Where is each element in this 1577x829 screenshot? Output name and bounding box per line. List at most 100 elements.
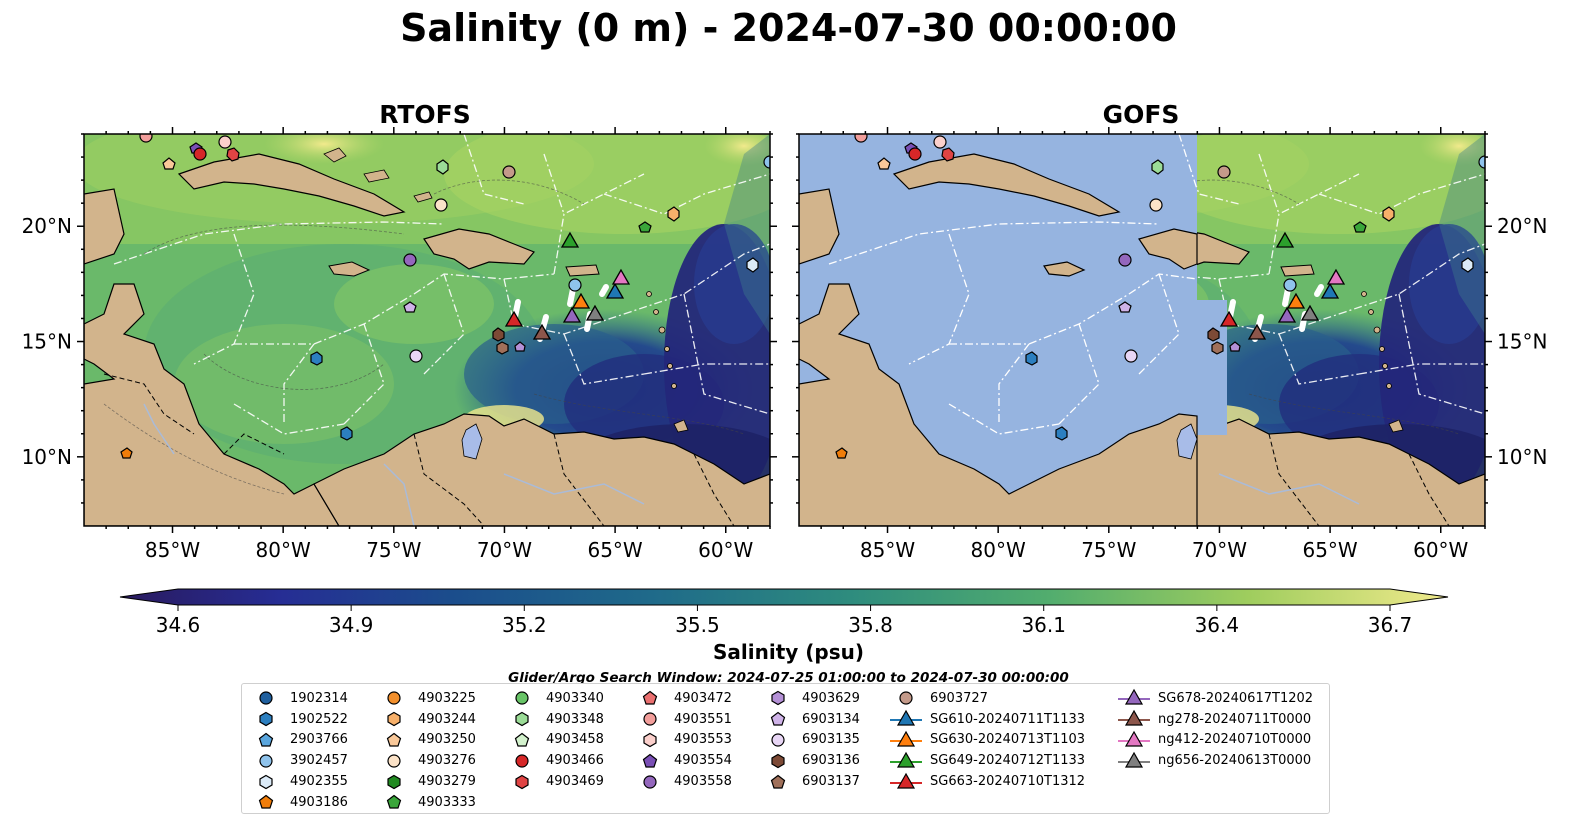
hexagon-marker-icon	[259, 711, 273, 727]
legend-item: 4903279	[376, 771, 476, 792]
lat-tick-label: 10°N	[1497, 445, 1547, 469]
hexagon-marker-icon	[515, 711, 529, 727]
glider-marker-icon	[1118, 751, 1150, 768]
search-window-text: Glider/Argo Search Window: 2024-07-25 01…	[508, 670, 1069, 686]
lon-tick-label: 80°W	[256, 538, 311, 562]
legend-label: 4903333	[418, 794, 476, 810]
legend-label: 6903136	[802, 753, 860, 769]
colorbar-tick-label: 34.9	[329, 613, 374, 637]
circle-marker-icon	[515, 691, 529, 705]
legend-label: 4903276	[418, 753, 476, 769]
legend-label: 4903225	[418, 690, 476, 706]
legend-item: 4902355	[248, 771, 348, 792]
legend-column: 4903225 4903244 4903250 4903276 4903279 49033…	[376, 688, 476, 813]
figure-title: Salinity (0 m) - 2024-07-30 00:00:00	[400, 6, 1177, 50]
legend-item: 4903554	[632, 750, 732, 771]
legend-column: SG678-20240617T1202 ng278-20240711T0000 ng…	[1116, 688, 1313, 771]
legend-label: 4903466	[546, 753, 604, 769]
hexagon-marker-icon	[515, 774, 529, 789]
lat-tick-label: 20°N	[1497, 214, 1547, 238]
circle-marker-icon	[515, 754, 529, 768]
lon-tick-label: 85°W	[145, 538, 200, 562]
colorbar-tick-label: 35.2	[502, 613, 547, 637]
circle-marker-icon	[387, 754, 401, 768]
hexagon-marker-icon	[643, 732, 657, 748]
legend-label: 4903472	[674, 690, 732, 706]
legend-item: SG663-20240710T1312	[888, 771, 1085, 792]
circle-marker-icon	[643, 712, 657, 726]
legend-item: 4903458	[504, 730, 604, 751]
lat-tick-label: 15°N	[1497, 330, 1547, 354]
legend-item: 4903225	[376, 688, 476, 709]
legend: 1902314 1902522 2903766 3902457 4902355 49031…	[241, 683, 1330, 814]
circle-marker-icon	[771, 733, 785, 747]
legend-column: 1902314 1902522 2903766 3902457 4902355 49031…	[248, 688, 348, 813]
legend-item: SG649-20240712T1133	[888, 750, 1085, 771]
glider-marker-icon	[890, 751, 922, 768]
legend-label: 4903340	[546, 690, 604, 706]
legend-item: ng278-20240711T0000	[1116, 709, 1313, 730]
hexagon-marker-icon	[771, 753, 785, 768]
legend-item: 4903276	[376, 750, 476, 771]
lon-tick-label: 70°W	[477, 538, 532, 562]
legend-item: 4903244	[376, 709, 476, 730]
legend-column: 6903727 SG610-20240711T1133 SG630-20240713…	[888, 688, 1085, 792]
lon-tick-label: 60°W	[1413, 538, 1468, 562]
hexagon-marker-icon	[771, 691, 785, 706]
legend-label: 6903137	[802, 774, 860, 790]
legend-item: 4903551	[632, 709, 732, 730]
legend-label: SG663-20240710T1312	[930, 774, 1086, 790]
colorbar-tick-label: 36.1	[1021, 613, 1066, 637]
legend-label: 4903186	[290, 794, 348, 810]
lon-tick-label: 80°W	[971, 538, 1026, 562]
legend-item: 4903466	[504, 750, 604, 771]
legend-item: 4903333	[376, 792, 476, 813]
legend-item: 2903766	[248, 730, 348, 751]
legend-label: 4903244	[418, 711, 476, 727]
legend-item: 6903135	[760, 730, 860, 751]
legend-label: 4903629	[802, 690, 860, 706]
legend-label: ng278-20240711T0000	[1158, 711, 1312, 727]
colorbar-tick-label: 34.6	[156, 613, 201, 637]
legend-item: 4903629	[760, 688, 860, 709]
legend-item: 1902314	[248, 688, 348, 709]
legend-label: SG610-20240711T1133	[930, 711, 1086, 727]
lat-tick-label: 20°N	[22, 214, 72, 238]
glider-marker-icon	[890, 709, 922, 726]
gofs-panel-title: GOFS	[1102, 100, 1180, 129]
legend-item: 6903727	[888, 688, 1085, 709]
legend-label: ng412-20240710T0000	[1158, 732, 1312, 748]
legend-label: 6903727	[930, 690, 988, 706]
legend-label: 6903135	[802, 732, 860, 748]
legend-item: 6903134	[760, 709, 860, 730]
colorbar-tick-label: 35.5	[675, 613, 720, 637]
legend-item: ng412-20240710T0000	[1116, 730, 1313, 751]
legend-column: 4903472 4903551 4903553 4903554 4903558	[632, 688, 732, 792]
legend-item: SG678-20240617T1202	[1116, 688, 1313, 709]
lat-tick-label: 15°N	[22, 330, 72, 354]
legend-label: SG649-20240712T1133	[930, 753, 1086, 769]
hexagon-marker-icon	[387, 774, 401, 789]
legend-label: 4903551	[674, 711, 732, 727]
legend-item: 3902457	[248, 750, 348, 771]
lon-tick-label: 65°W	[587, 538, 642, 562]
glider-marker-icon	[1118, 689, 1150, 705]
legend-label: 4903250	[418, 732, 476, 748]
legend-label: 6903134	[802, 711, 860, 727]
legend-label: ng656-20240613T0000	[1158, 753, 1312, 769]
legend-label: 4903458	[546, 732, 604, 748]
legend-item: 6903136	[760, 750, 860, 771]
lon-tick-label: 75°W	[1081, 538, 1136, 562]
lon-tick-label: 75°W	[366, 538, 421, 562]
colorbar-tick-label: 36.4	[1195, 613, 1240, 637]
legend-item: 6903137	[760, 771, 860, 792]
lon-tick-label: 65°W	[1302, 538, 1357, 562]
glider-marker-icon	[890, 772, 922, 789]
lon-tick-label: 85°W	[860, 538, 915, 562]
legend-label: 4903554	[674, 753, 732, 769]
pentagon-marker-icon	[258, 795, 274, 809]
pentagon-marker-icon	[770, 774, 786, 789]
legend-label: 4903348	[546, 711, 604, 727]
legend-label: 4903469	[546, 774, 604, 790]
